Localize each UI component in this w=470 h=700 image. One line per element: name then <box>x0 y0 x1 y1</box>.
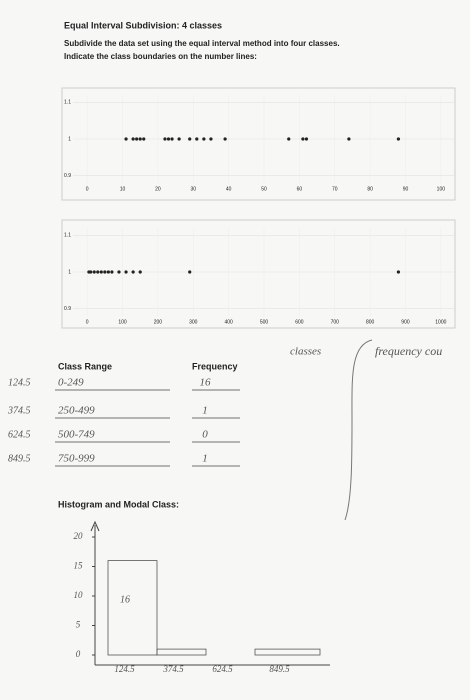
x-tick-label: 1000 <box>435 319 446 325</box>
x-tick-label: 60 <box>297 186 303 192</box>
data-point <box>209 137 213 141</box>
y-tick-label: 1.1 <box>64 233 71 239</box>
x-tick-label: 10 <box>120 186 126 192</box>
class-range: 0-249 <box>58 377 84 389</box>
x-tick-label: 90 <box>403 186 409 192</box>
y-tick-label: 0.9 <box>64 306 71 312</box>
y-tick-label: 5 <box>76 620 81 630</box>
class-range: 250-499 <box>58 405 95 417</box>
number-line-frame <box>61 219 456 329</box>
data-point <box>124 270 128 274</box>
instruction: Subdivide the data set using the equal i… <box>64 39 340 48</box>
x-tick-label: 100 <box>118 319 127 325</box>
data-point <box>195 137 199 141</box>
number-line-frame <box>61 87 456 201</box>
data-point <box>142 137 146 141</box>
x-tick-label: 900 <box>401 319 410 325</box>
data-point <box>92 270 96 274</box>
data-point <box>117 270 121 274</box>
bracket <box>344 339 373 521</box>
x-tick-label: 400 <box>224 319 233 325</box>
y-tick-label: 0 <box>76 649 81 659</box>
y-tick-label: 1 <box>68 136 71 142</box>
data-point <box>347 137 351 141</box>
data-point <box>89 270 93 274</box>
annotation: frequency cou <box>375 344 442 358</box>
x-tick-label: 50 <box>261 186 267 192</box>
data-point <box>124 137 128 141</box>
x-tick-label: 374.5 <box>162 664 184 674</box>
data-point <box>166 137 171 141</box>
y-tick-label: 20 <box>74 531 84 541</box>
x-tick-label: 100 <box>437 186 446 192</box>
data-point <box>188 270 192 274</box>
frequency: 1 <box>202 405 208 417</box>
bar <box>156 648 207 656</box>
x-tick-label: 80 <box>367 186 373 192</box>
class-midpoint: 849.5 <box>8 453 31 464</box>
data-point <box>223 137 227 141</box>
data-point <box>188 137 192 141</box>
data-point <box>202 137 206 141</box>
instruction: Indicate the class boundaries on the num… <box>64 52 257 61</box>
data-point <box>99 270 103 274</box>
data-point <box>396 270 401 274</box>
frequency: 1 <box>202 453 208 465</box>
data-point <box>301 137 305 141</box>
frequency: 16 <box>200 377 212 389</box>
data-point <box>138 270 142 274</box>
column-header: Class Range <box>58 361 112 371</box>
y-tick-label: 15 <box>74 561 84 571</box>
x-tick-label: 800 <box>366 319 375 325</box>
class-midpoint: 374.5 <box>7 405 31 416</box>
class-range: 750-999 <box>58 453 95 465</box>
histogram-title: Histogram and Modal Class: <box>58 499 179 509</box>
data-point <box>103 270 107 274</box>
y-tick-label: 1.1 <box>64 100 71 106</box>
x-tick-label: 30 <box>190 186 196 192</box>
x-tick-label: 200 <box>154 319 163 325</box>
bar-label: 16 <box>120 594 130 605</box>
data-point <box>170 137 174 141</box>
frequency: 0 <box>202 429 208 441</box>
class-midpoint: 624.5 <box>8 429 31 440</box>
y-tick-label: 10 <box>74 590 84 600</box>
x-tick-label: 500 <box>260 319 269 325</box>
bar <box>107 560 158 656</box>
y-tick-label: 1 <box>68 269 71 275</box>
data-point <box>138 137 142 141</box>
x-tick-label: 40 <box>226 186 232 192</box>
data-point <box>177 137 181 141</box>
data-point <box>304 137 309 141</box>
data-point <box>96 270 100 274</box>
column-header: Frequency <box>192 361 238 371</box>
y-tick-label: 0.9 <box>64 173 71 179</box>
bar <box>254 648 321 656</box>
x-tick-label: 849.5 <box>269 664 290 674</box>
x-tick-label: 300 <box>189 319 198 325</box>
data-point <box>135 137 139 141</box>
x-tick-label: 624.5 <box>212 664 233 674</box>
annotation: classes <box>290 346 321 358</box>
class-midpoint: 124.5 <box>8 377 31 388</box>
data-point <box>131 137 135 141</box>
title: Equal Interval Subdivision: 4 classes <box>64 20 222 30</box>
x-tick-label: 70 <box>332 186 338 192</box>
data-point <box>287 137 291 141</box>
axis-arrow <box>90 520 100 532</box>
x-tick-label: 600 <box>295 319 304 325</box>
x-tick-label: 700 <box>331 319 340 325</box>
x-tick-label: 0 <box>86 319 89 325</box>
data-point <box>131 270 135 274</box>
x-tick-label: 124.5 <box>114 664 135 674</box>
data-point <box>106 270 110 274</box>
x-tick-label: 0 <box>86 186 89 192</box>
data-point <box>110 270 114 274</box>
data-point <box>163 137 167 141</box>
class-range: 500-749 <box>58 429 95 441</box>
x-tick-label: 20 <box>155 186 161 192</box>
data-point <box>396 137 401 141</box>
